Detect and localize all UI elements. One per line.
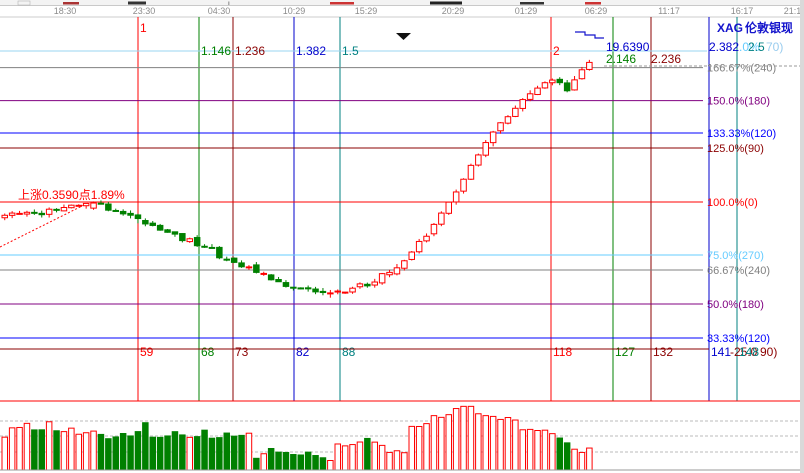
svg-text:127: 127 bbox=[615, 345, 635, 359]
svg-text:06:29: 06:29 bbox=[585, 6, 608, 16]
svg-text:141: 141 bbox=[711, 345, 731, 359]
svg-text:133.33%(120): 133.33%(120) bbox=[707, 128, 776, 140]
svg-text:1.382: 1.382 bbox=[296, 44, 326, 58]
svg-text:伦敦银现: 伦敦银现 bbox=[745, 20, 793, 35]
svg-text:10:29: 10:29 bbox=[283, 6, 306, 16]
svg-text:2.382: 2.382 bbox=[709, 40, 739, 54]
svg-text:20:29: 20:29 bbox=[442, 6, 465, 16]
svg-text:18:30: 18:30 bbox=[54, 6, 77, 16]
svg-text:15:29: 15:29 bbox=[355, 6, 378, 16]
svg-text:1.236: 1.236 bbox=[235, 44, 265, 58]
svg-text:XAG: XAG bbox=[717, 21, 743, 35]
svg-text:23:30: 23:30 bbox=[133, 6, 156, 16]
svg-text:82: 82 bbox=[296, 345, 310, 359]
svg-text:04:30: 04:30 bbox=[208, 6, 231, 16]
svg-text:70): 70) bbox=[766, 40, 783, 54]
svg-text:73: 73 bbox=[235, 345, 249, 359]
svg-text:2: 2 bbox=[553, 44, 560, 58]
svg-text:88: 88 bbox=[342, 345, 356, 359]
svg-text:166.67%(240): 166.67%(240) bbox=[707, 63, 776, 75]
svg-text:33.33%(120): 33.33%(120) bbox=[707, 333, 770, 345]
svg-text:125.0%(90): 125.0%(90) bbox=[707, 143, 764, 155]
svg-text:150.0%(180): 150.0%(180) bbox=[707, 96, 770, 108]
svg-text:1: 1 bbox=[140, 21, 147, 35]
svg-text:上涨0.3590点1.89%: 上涨0.3590点1.89% bbox=[18, 187, 125, 202]
svg-text:68: 68 bbox=[201, 345, 215, 359]
svg-text:100.0%(0): 100.0%(0) bbox=[707, 197, 758, 209]
svg-text:59: 59 bbox=[140, 345, 154, 359]
svg-text:75.0%(270): 75.0%(270) bbox=[707, 250, 764, 262]
svg-text:148: 148 bbox=[739, 345, 759, 359]
svg-text:2.146: 2.146 bbox=[606, 52, 636, 66]
svg-text:01:29: 01:29 bbox=[515, 6, 538, 16]
svg-text:66.67%(240): 66.67%(240) bbox=[707, 265, 770, 277]
svg-text:132: 132 bbox=[653, 345, 673, 359]
svg-text:16:17: 16:17 bbox=[731, 6, 754, 16]
svg-text:1.5: 1.5 bbox=[342, 44, 359, 58]
svg-text:2.5: 2.5 bbox=[748, 40, 765, 54]
svg-text:90): 90) bbox=[760, 345, 777, 359]
svg-text:2.236: 2.236 bbox=[651, 52, 681, 66]
svg-text:1.146: 1.146 bbox=[201, 44, 231, 58]
svg-text:11:17: 11:17 bbox=[658, 6, 680, 16]
svg-text:50.0%(180): 50.0%(180) bbox=[707, 299, 764, 311]
svg-text:118: 118 bbox=[553, 345, 572, 359]
